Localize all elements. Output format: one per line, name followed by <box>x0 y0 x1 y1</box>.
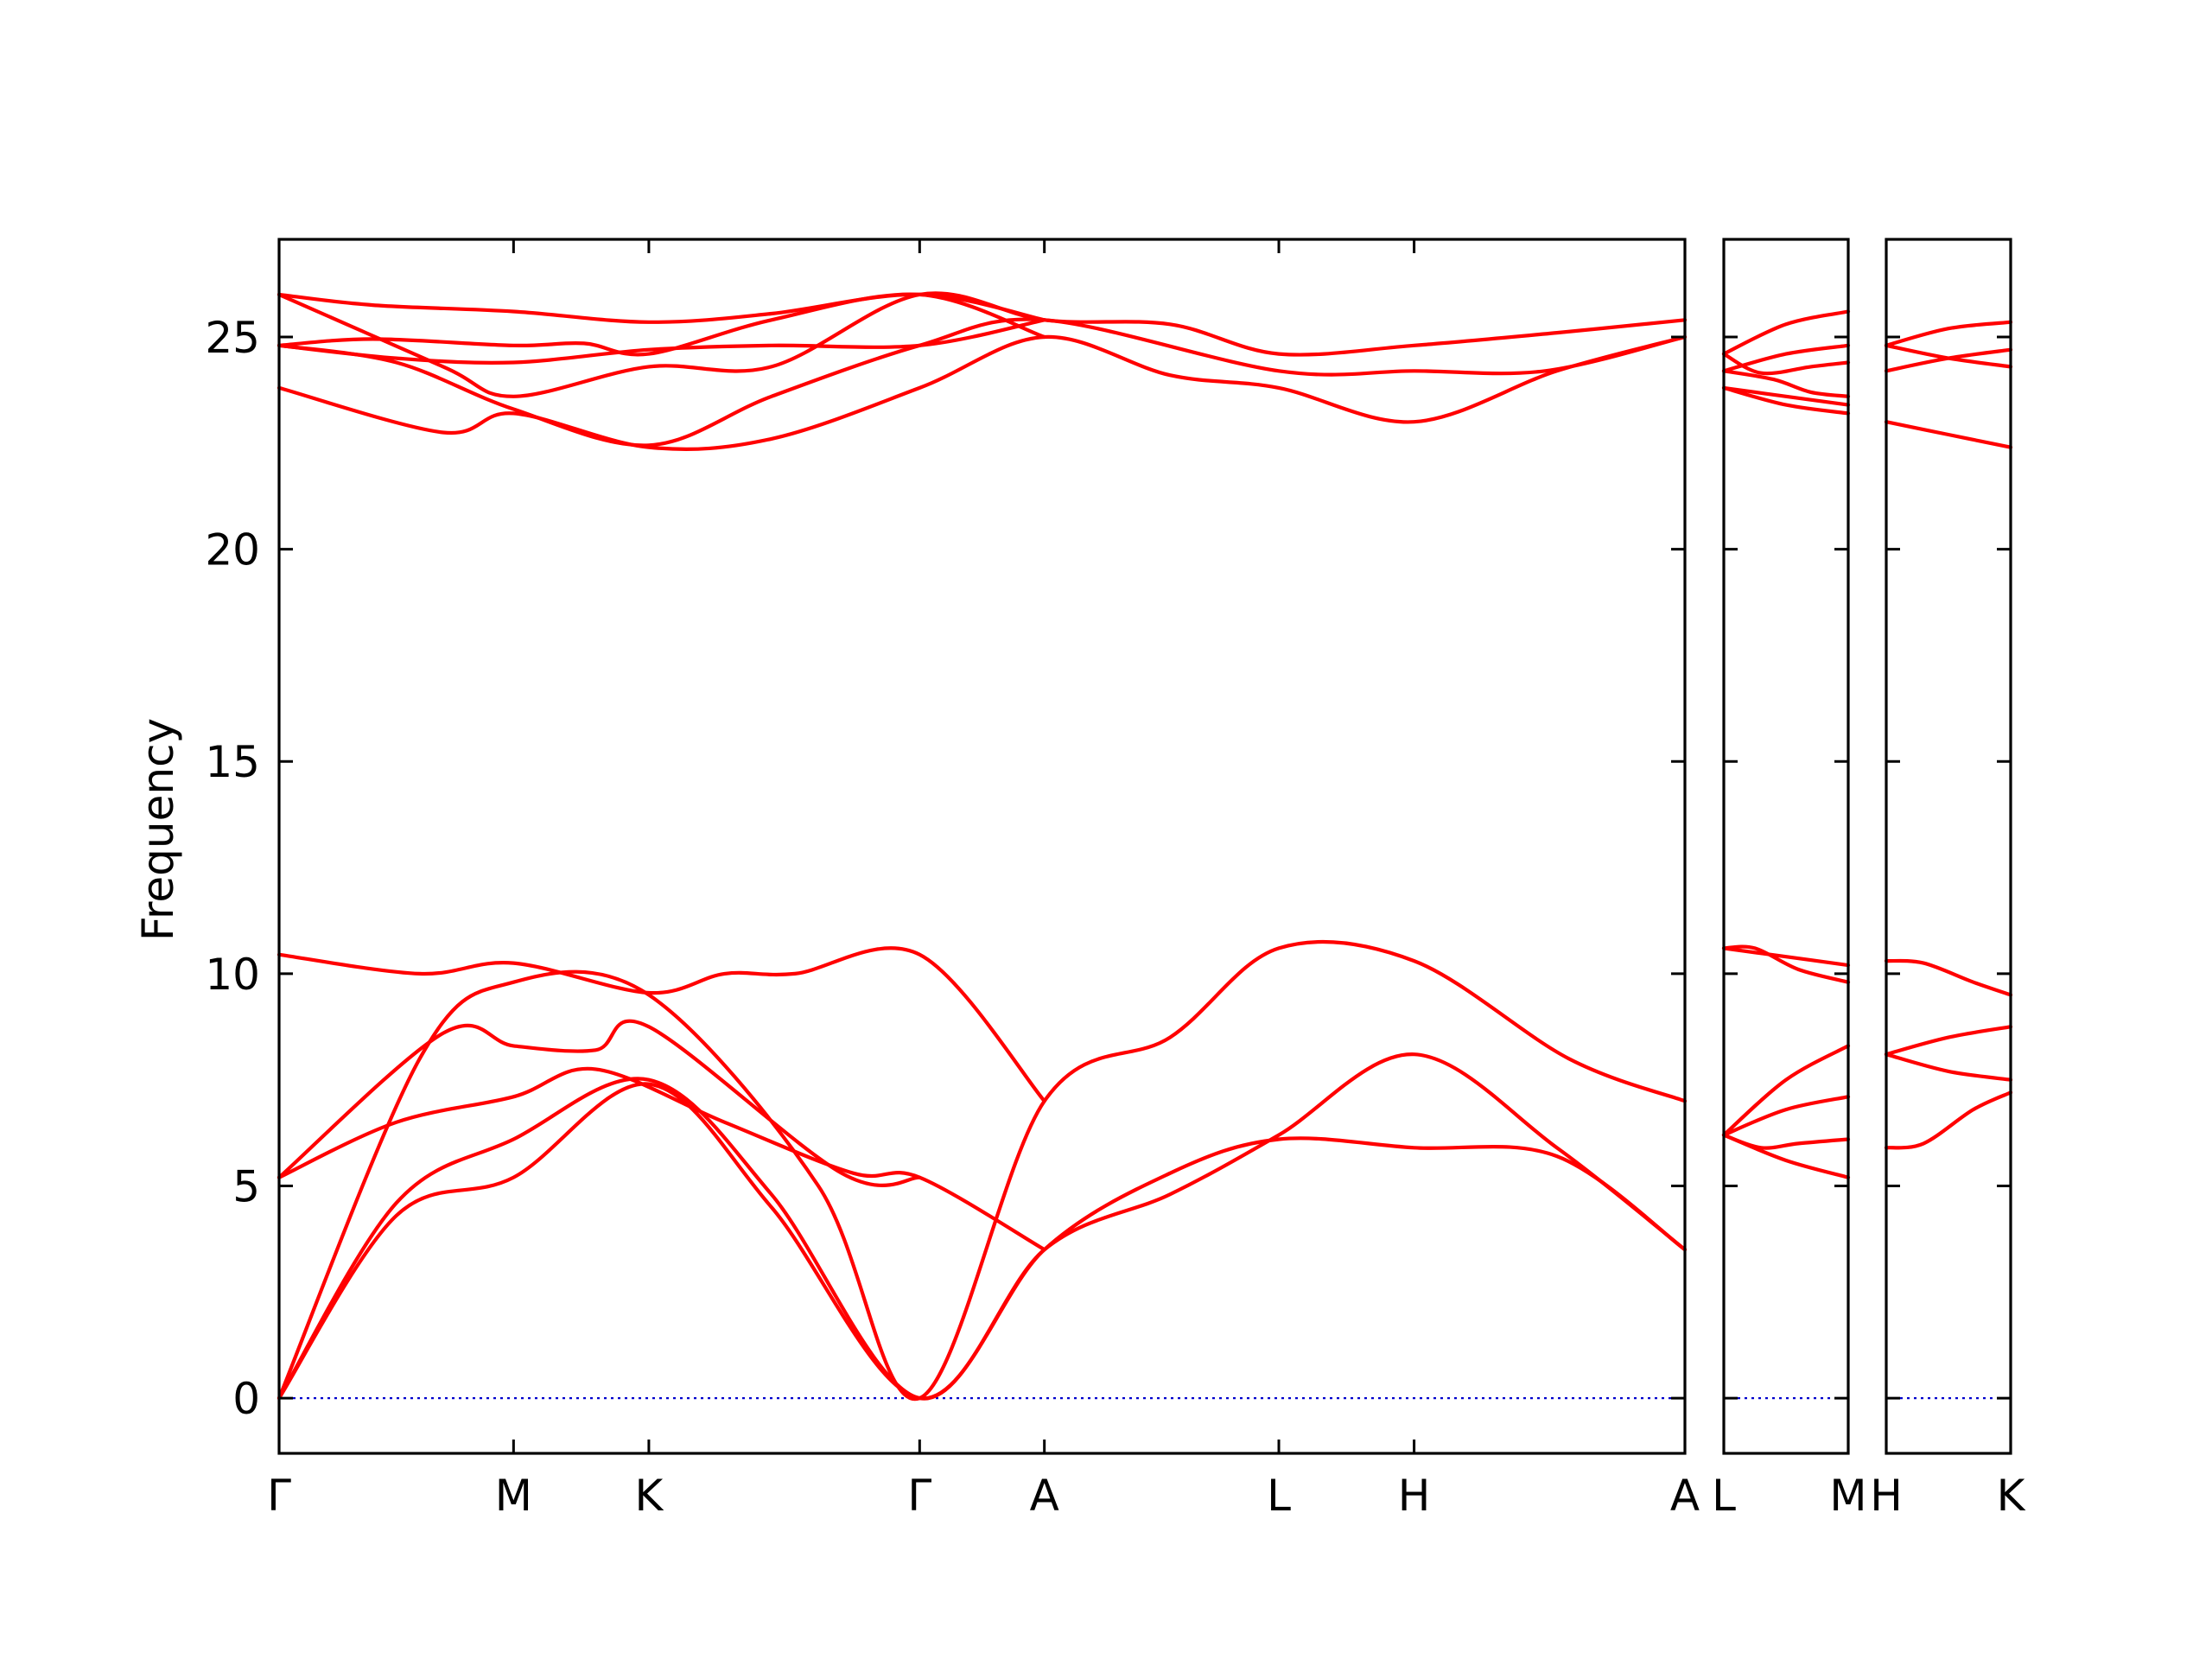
band-4-line <box>1721 1044 1851 1137</box>
band-11-line <box>1721 352 1851 376</box>
band-1-line <box>276 1082 1688 1401</box>
band-12-line <box>1721 309 1851 356</box>
band-5-line <box>1721 944 1851 984</box>
x-tick-label-M: M <box>495 1471 532 1521</box>
band-8-line <box>276 317 1688 448</box>
band-8-line <box>1884 320 2013 347</box>
band-2-line <box>1884 1052 2013 1082</box>
band-3-line <box>1884 1025 2013 1057</box>
band-9-line <box>1721 369 1851 398</box>
band-10-line <box>1721 343 1851 373</box>
y-tick-label: 20 <box>205 525 260 575</box>
y-tick-label: 0 <box>232 1374 260 1424</box>
x-tick-label-M: M <box>1829 1471 1866 1521</box>
band-4-line <box>1884 958 2013 997</box>
band-12-line <box>276 292 1046 324</box>
x-tick-label-K: K <box>1997 1471 2026 1521</box>
x-tick-label-Γ: Γ <box>267 1471 291 1521</box>
band-7-line <box>1884 343 2013 369</box>
x-tick-label-L: L <box>1267 1471 1291 1521</box>
band-2-line <box>276 1052 1688 1401</box>
band-5-line <box>1884 420 2013 449</box>
x-tick-label-A: A <box>1670 1471 1700 1521</box>
x-tick-label-L: L <box>1712 1471 1736 1521</box>
band-7-line <box>1721 385 1851 416</box>
band-3-line <box>1721 1095 1851 1137</box>
y-tick-label: 5 <box>232 1162 260 1212</box>
x-tick-label-H: H <box>1870 1471 1903 1521</box>
plot-frame <box>1722 238 1850 1455</box>
x-tick-label-H: H <box>1398 1471 1431 1521</box>
band-9-line <box>276 291 1688 398</box>
band-6-line <box>276 946 1046 1103</box>
band-3-line <box>276 939 1688 1402</box>
plot-frame <box>277 238 1687 1455</box>
band-7-line <box>276 334 1688 451</box>
band-1-line <box>1884 1090 2013 1150</box>
y-axis-label: Frequency <box>133 718 183 941</box>
band-10-line <box>276 318 1046 365</box>
band-2-line <box>1721 1133 1851 1150</box>
band-8-line <box>1721 385 1851 407</box>
y-tick-label: 10 <box>205 950 260 1000</box>
band-5-line <box>276 1019 922 1187</box>
band-6-line <box>1721 946 1851 968</box>
band-6-line <box>1884 347 2013 373</box>
x-tick-label-Γ: Γ <box>907 1471 931 1521</box>
y-tick-label: 15 <box>205 737 260 787</box>
panel-1: 0 5 10 15 20 25 Γ M K Γ A L H A <box>205 238 1700 1521</box>
x-tick-label-A: A <box>1030 1471 1059 1521</box>
plot-frame <box>1885 238 2012 1455</box>
x-tick-label-K: K <box>635 1471 664 1521</box>
y-tick-label: 25 <box>205 313 260 363</box>
band-4-line <box>276 1066 1046 1252</box>
